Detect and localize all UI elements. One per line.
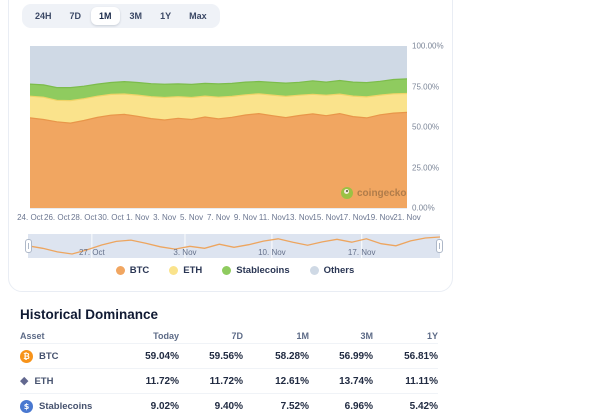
area-series-stablecoins — [30, 78, 407, 101]
asset-cell-eth[interactable]: ◆ ETH — [20, 375, 115, 388]
x-axis-tick-0: 24. Oct — [17, 213, 43, 222]
coingecko-watermark-label: coingecko — [357, 187, 407, 199]
value-3m: 56.99% — [339, 350, 373, 362]
x-axis-tick-13: 19. Nov — [366, 213, 394, 222]
range-navigator[interactable]: 27. Oct 3. Nov 10. Nov 17. Nov — [25, 234, 443, 258]
value-1y: 5.42% — [409, 400, 438, 412]
legend-label: ETH — [183, 265, 203, 276]
x-axis-tick-1: 26. Oct — [44, 213, 70, 222]
x-axis-tick-6: 5. Nov — [180, 213, 204, 222]
table-header-row: Asset Today 7D 1M 3M 1Y — [20, 328, 438, 343]
historical-dominance-title: Historical Dominance — [20, 307, 159, 322]
column-header-1m: 1M — [296, 330, 309, 341]
x-axis-tick-3: 30. Oct — [97, 213, 124, 222]
legend-label: BTC — [129, 265, 150, 276]
x-axis-tick-10: 13. Nov — [285, 213, 314, 222]
value-today: 59.04% — [145, 350, 179, 362]
value-7d: 59.56% — [209, 350, 243, 362]
table-row-btc: ₿ BTC 59.04% 59.56% 58.28% 56.99% 56.81% — [20, 343, 438, 368]
time-range-button-24h[interactable]: 24H — [27, 7, 60, 25]
btc-icon: ₿ — [20, 349, 33, 363]
x-axis-tick-12: 17. Nov — [339, 213, 367, 222]
x-axis-tick-9: 11. Nov — [258, 213, 286, 222]
legend-item-stablecoins[interactable]: Stablecoins — [222, 265, 290, 276]
x-axis-tick-4: 1. Nov — [126, 213, 150, 222]
coingecko-gecko-icon — [341, 187, 353, 199]
legend-dot-eth — [169, 266, 179, 275]
legend-item-eth[interactable]: ETH — [169, 265, 202, 276]
x-axis-line — [30, 208, 407, 209]
column-header-3m: 3M — [360, 330, 373, 341]
column-header-today: Today — [153, 330, 179, 341]
dominance-stacked-area-chart[interactable] — [30, 46, 407, 208]
legend-dot-others — [309, 266, 319, 275]
area-series-others — [30, 46, 407, 88]
legend-label: Others — [323, 265, 355, 276]
y-axis-tick-0: 100.00% — [412, 41, 444, 51]
navigator-tick-3: 17. Nov — [347, 248, 376, 257]
navigator-btc-line — [27, 236, 441, 255]
x-axis-tick-11: 15. Nov — [312, 213, 340, 222]
navigator-tick-0: 27. Oct — [78, 248, 105, 257]
asset-name: Stablecoins — [39, 400, 93, 412]
value-1m: 58.28% — [275, 350, 309, 362]
value-today: 9.02% — [150, 400, 179, 412]
series-line-stablecoins — [30, 78, 407, 89]
y-axis-tick-4: 0.00% — [412, 203, 435, 213]
column-header-1y: 1Y — [426, 330, 438, 341]
time-range-group: 24H 7D 1M 3M 1Y Max — [22, 4, 220, 28]
coingecko-watermark: coingecko — [341, 187, 406, 199]
column-header-asset: Asset — [20, 330, 45, 341]
legend-dot-stablecoins — [222, 266, 232, 275]
value-1m: 7.52% — [280, 400, 309, 412]
time-range-button-3m[interactable]: 3M — [122, 7, 151, 25]
time-range-button-1m[interactable]: 1M — [91, 7, 120, 25]
legend-label: Stablecoins — [236, 265, 290, 276]
y-axis-tick-2: 50.00% — [412, 122, 440, 132]
area-series-btc — [30, 112, 407, 208]
navigator-tick-1: 3. Nov — [173, 248, 197, 257]
time-range-button-max[interactable]: Max — [181, 7, 215, 25]
navigator-left-handle[interactable] — [25, 239, 32, 253]
table-row-eth: ◆ ETH 11.72% 11.72% 12.61% 13.74% 11.11% — [20, 368, 438, 393]
asset-name: ETH — [34, 375, 54, 387]
legend-item-btc[interactable]: BTC — [115, 265, 150, 276]
y-axis-tick-3: 25.00% — [412, 163, 440, 172]
stablecoins-icon: $ — [20, 399, 33, 413]
value-1m: 12.61% — [275, 375, 309, 387]
time-range-button-7d[interactable]: 7D — [62, 7, 90, 25]
series-line-eth — [30, 92, 407, 102]
value-7d: 9.40% — [214, 400, 243, 412]
chart-legend: BTC ETH Stablecoins Others — [30, 265, 440, 276]
x-axis-tick-7: 7. Nov — [206, 213, 231, 222]
navigator-right-handle[interactable] — [436, 239, 443, 253]
value-today: 11.72% — [145, 375, 179, 387]
eth-icon: ◆ — [20, 374, 29, 387]
series-line-btc — [30, 111, 407, 124]
asset-cell-stablecoins[interactable]: $ Stablecoins — [20, 399, 115, 413]
time-range-button-1y[interactable]: 1Y — [152, 7, 179, 25]
navigator-tick-2: 10. Nov — [258, 248, 286, 257]
x-axis-tick-8: 9. Nov — [233, 213, 257, 222]
y-axis-tick-1: 75.00% — [412, 82, 440, 91]
x-axis-tick-2: 28. Oct — [70, 213, 97, 222]
table-row-stablecoins: $ Stablecoins 9.02% 9.40% 7.52% 6.96% 5.42% — [20, 393, 438, 418]
asset-cell-btc[interactable]: ₿ BTC — [20, 349, 115, 363]
value-3m: 6.96% — [344, 400, 373, 412]
column-header-7d: 7D — [231, 330, 243, 341]
value-3m: 13.74% — [339, 375, 373, 387]
area-series-eth — [30, 93, 407, 124]
x-axis-tick-5: 3. Nov — [153, 213, 177, 222]
value-1y: 11.11% — [405, 375, 438, 387]
asset-name: BTC — [39, 350, 59, 362]
legend-item-others[interactable]: Others — [309, 265, 355, 276]
x-axis-tick-14: 21. Nov — [393, 213, 421, 222]
legend-dot-btc — [115, 266, 125, 275]
historical-dominance-table: Asset Today 7D 1M 3M 1Y ₿ BTC 59.04% 59.56% 58.28… — [20, 328, 438, 418]
value-7d: 11.72% — [209, 375, 243, 387]
value-1y: 56.81% — [404, 350, 438, 362]
